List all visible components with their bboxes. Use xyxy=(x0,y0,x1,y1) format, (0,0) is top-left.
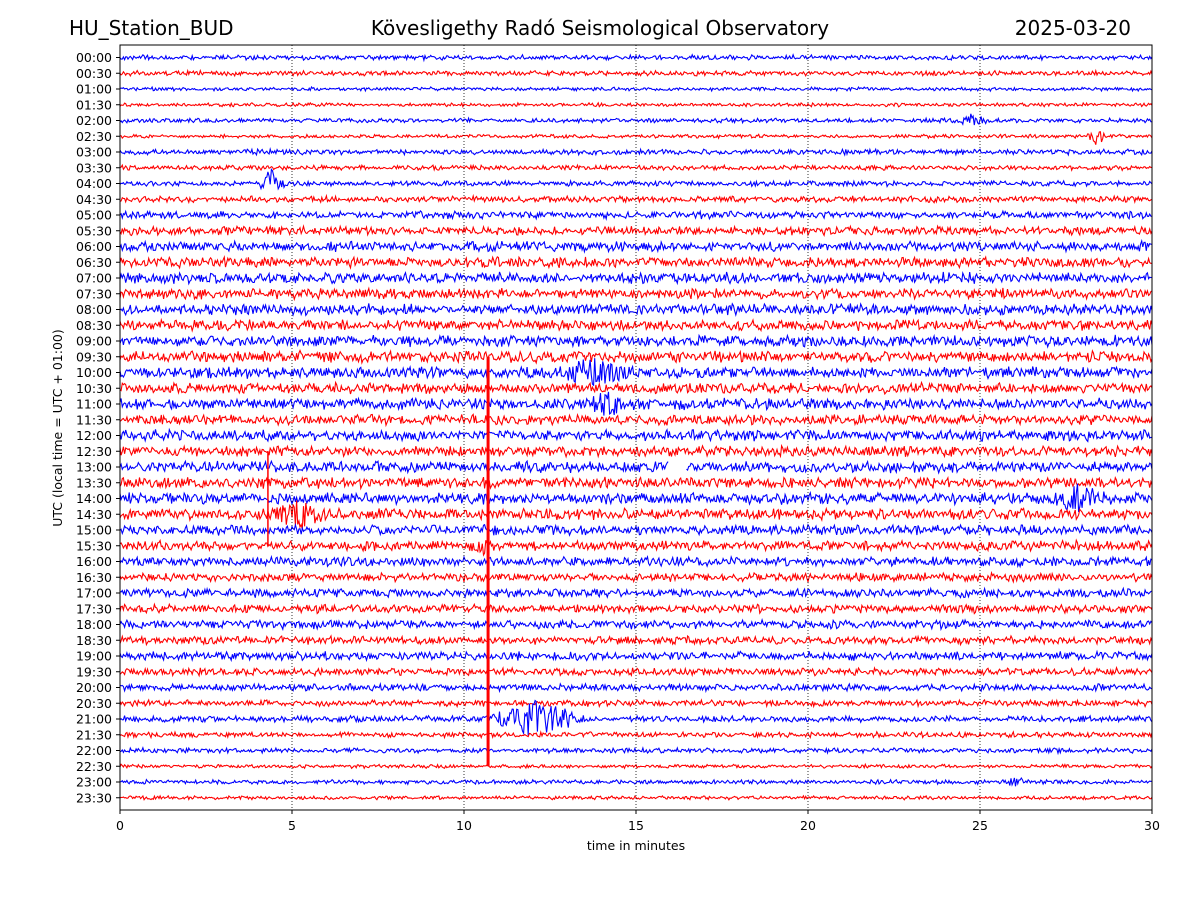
x-tick-label: 10 xyxy=(456,818,472,833)
x-tick-label: 25 xyxy=(972,818,988,833)
y-tick-label: 23:30 xyxy=(76,790,112,805)
y-tick-label: 01:00 xyxy=(76,82,112,97)
trace-1300 xyxy=(119,459,1153,475)
trace-1100 xyxy=(119,391,1153,416)
trace-0300 xyxy=(119,146,1153,157)
trace-2230 xyxy=(119,762,1153,770)
y-tick-label: 17:00 xyxy=(76,586,112,601)
trace-0500 xyxy=(119,209,1153,221)
y-tick-label: 14:00 xyxy=(76,491,112,506)
trace-1600 xyxy=(119,554,1153,569)
y-tick-label: 15:00 xyxy=(76,523,112,538)
trace-1700 xyxy=(119,586,1153,599)
y-axis-label: UTC (local time = UTC + 01:00) xyxy=(50,329,65,527)
vertical-grid-lines xyxy=(291,45,981,810)
y-tick-label: 21:30 xyxy=(76,727,112,742)
trace-1830 xyxy=(119,634,1153,647)
station-name: HU_Station_BUD xyxy=(69,16,234,40)
y-tick-label: 06:30 xyxy=(76,255,112,270)
observatory-title: Kövesligethy Radó Seismological Observat… xyxy=(370,16,830,40)
y-tick-label: 02:30 xyxy=(76,129,112,144)
y-tick-label: 08:30 xyxy=(76,318,112,333)
x-tick-label: 20 xyxy=(800,818,816,833)
y-tick-label: 12:30 xyxy=(76,444,112,459)
seismic-traces xyxy=(119,53,1153,801)
y-tick-label: 18:00 xyxy=(76,617,112,632)
x-tick-label: 15 xyxy=(628,818,644,833)
y-tick-label: 01:30 xyxy=(76,97,112,112)
y-tick-label: 18:30 xyxy=(76,633,112,648)
y-tick-label: 08:00 xyxy=(76,302,112,317)
y-tick-label: 09:00 xyxy=(76,334,112,349)
y-tick-label: 02:00 xyxy=(76,113,112,128)
y-tick-label: 16:30 xyxy=(76,570,112,585)
y-tick-label: 04:30 xyxy=(76,192,112,207)
trace-1630 xyxy=(119,570,1153,584)
trace-1000 xyxy=(119,358,1153,387)
y-tick-label: 14:30 xyxy=(76,507,112,522)
y-tick-label: 09:30 xyxy=(76,349,112,364)
y-tick-label: 10:00 xyxy=(76,365,112,380)
x-axis-label: time in minutes xyxy=(587,838,685,853)
trace-2330 xyxy=(119,794,1153,801)
record-date: 2025-03-20 xyxy=(1014,16,1131,40)
y-tick-label: 03:00 xyxy=(76,145,112,160)
y-tick-label: 04:00 xyxy=(76,176,112,191)
y-tick-label: 13:00 xyxy=(76,460,112,475)
y-tick-label: 05:00 xyxy=(76,208,112,223)
trace-1530 xyxy=(119,538,1153,557)
y-tick-label: 11:30 xyxy=(76,412,112,427)
y-tick-labels: 00:0000:3001:0001:3002:0002:3003:0003:30… xyxy=(76,50,120,805)
x-tick-label: 30 xyxy=(1144,818,1160,833)
y-tick-label: 17:30 xyxy=(76,601,112,616)
y-tick-label: 22:00 xyxy=(76,743,112,758)
y-tick-label: 06:00 xyxy=(76,239,112,254)
trace-0130 xyxy=(119,101,1153,109)
x-tick-label: 0 xyxy=(116,818,124,833)
y-tick-label: 16:00 xyxy=(76,554,112,569)
trace-1900 xyxy=(119,649,1153,663)
y-tick-label: 20:30 xyxy=(76,696,112,711)
y-tick-label: 07:00 xyxy=(76,271,112,286)
trace-0830 xyxy=(119,317,1153,333)
y-tick-label: 23:00 xyxy=(76,775,112,790)
y-tick-label: 22:30 xyxy=(76,759,112,774)
y-tick-label: 21:00 xyxy=(76,712,112,727)
y-tick-label: 13:30 xyxy=(76,475,112,490)
y-tick-label: 19:00 xyxy=(76,649,112,664)
x-tick-labels: 0 5 10 15 20 25 30 xyxy=(116,810,1160,833)
y-tick-label: 10:30 xyxy=(76,381,112,396)
y-tick-label: 00:30 xyxy=(76,66,112,81)
trace-0400 xyxy=(119,168,1153,191)
y-tick-label: 00:00 xyxy=(76,50,112,65)
x-tick-label: 5 xyxy=(288,818,296,833)
trace-0730 xyxy=(119,286,1153,302)
trace-0930 xyxy=(119,349,1153,365)
trace-1500 xyxy=(119,522,1153,537)
y-tick-label: 05:30 xyxy=(76,223,112,238)
y-tick-label: 20:00 xyxy=(76,680,112,695)
trace-0000 xyxy=(119,53,1153,63)
y-tick-label: 15:30 xyxy=(76,538,112,553)
y-tick-label: 11:00 xyxy=(76,397,112,412)
trace-1930 xyxy=(119,665,1153,678)
y-tick-label: 19:30 xyxy=(76,664,112,679)
trace-0900 xyxy=(119,333,1153,349)
y-tick-label: 12:00 xyxy=(76,428,112,443)
y-tick-label: 07:30 xyxy=(76,286,112,301)
trace-2300 xyxy=(119,776,1153,787)
y-tick-label: 03:30 xyxy=(76,160,112,175)
